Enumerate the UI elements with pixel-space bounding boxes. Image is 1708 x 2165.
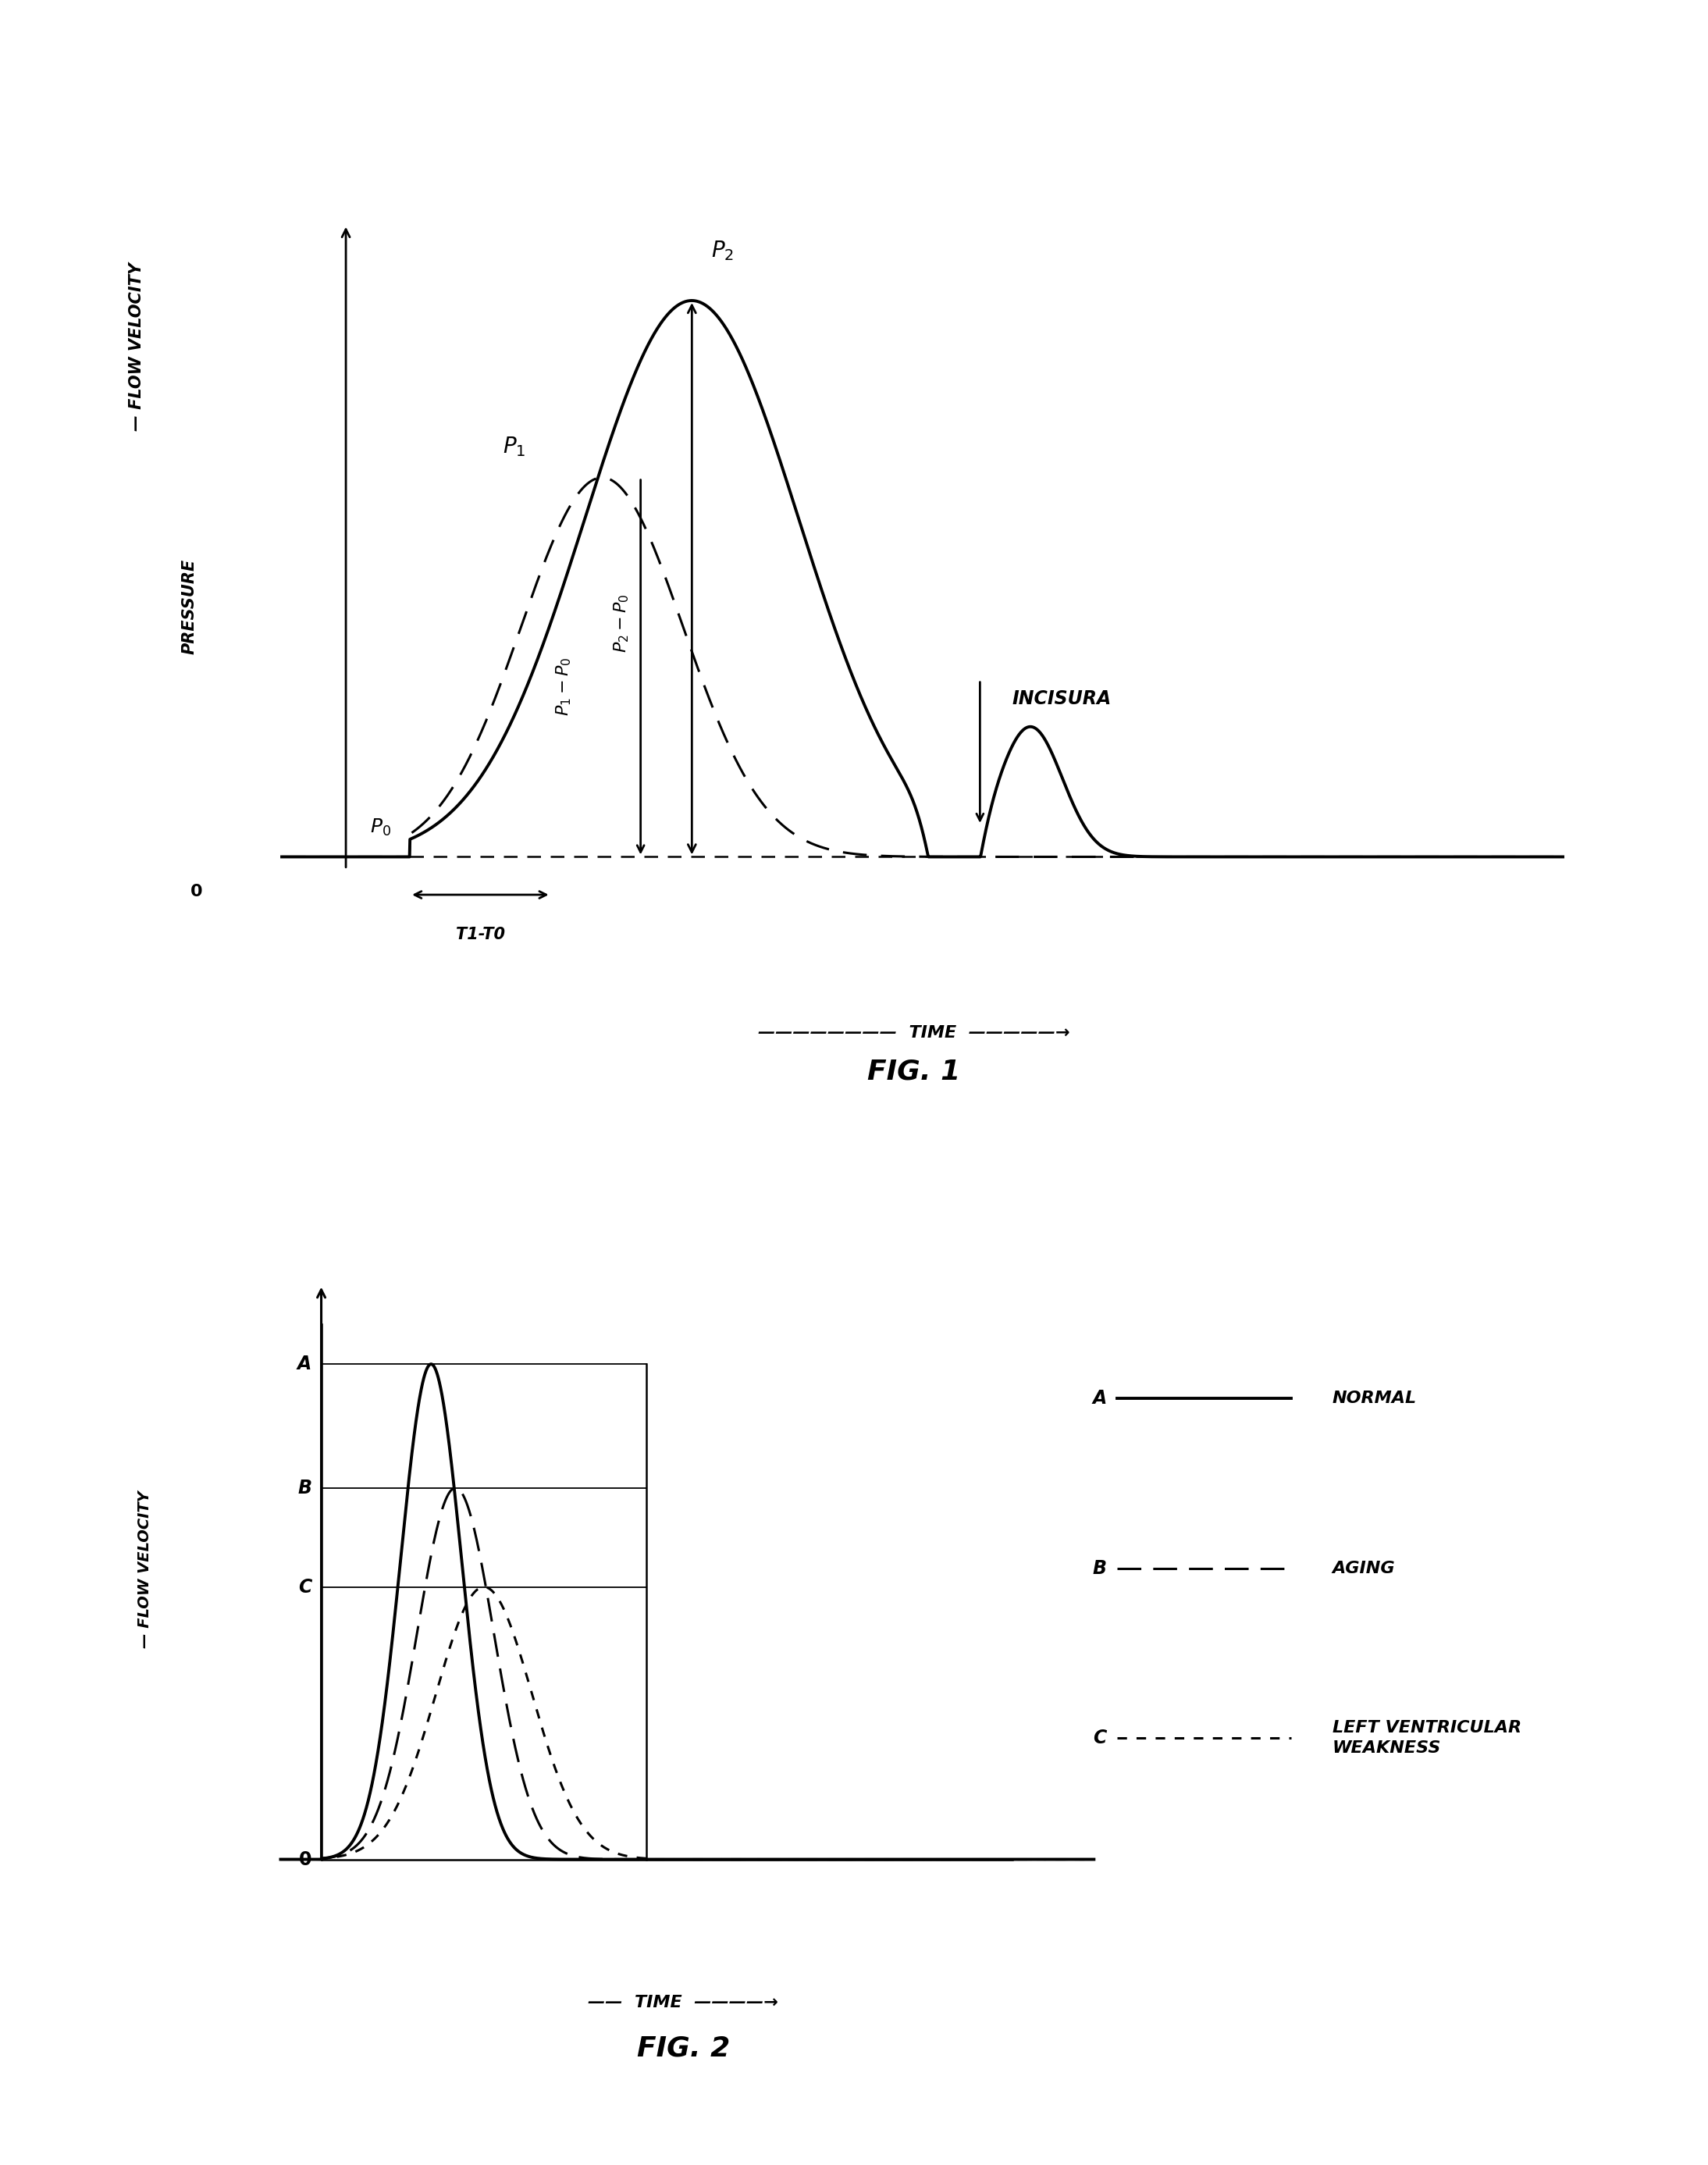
Text: FIG. 1: FIG. 1 bbox=[868, 1059, 960, 1085]
Text: A: A bbox=[297, 1355, 311, 1373]
Text: LEFT VENTRICULAR
WEAKNESS: LEFT VENTRICULAR WEAKNESS bbox=[1332, 1719, 1522, 1756]
Text: 0: 0 bbox=[191, 883, 203, 901]
Text: B: B bbox=[297, 1479, 311, 1498]
Text: ————————  TIME  —————→: ———————— TIME —————→ bbox=[758, 1024, 1069, 1041]
Text: ——  TIME  ————→: —— TIME ————→ bbox=[588, 1994, 779, 2011]
Text: $P_0$: $P_0$ bbox=[369, 818, 391, 838]
Text: AGING: AGING bbox=[1332, 1561, 1395, 1576]
Text: C: C bbox=[1093, 1728, 1107, 1747]
Text: T1-T0: T1-T0 bbox=[456, 927, 506, 942]
Text: $P_1$: $P_1$ bbox=[502, 435, 526, 459]
Text: — FLOW VELOCITY: — FLOW VELOCITY bbox=[128, 262, 143, 431]
Text: PRESSURE: PRESSURE bbox=[181, 559, 198, 654]
Text: INCISURA: INCISURA bbox=[1013, 688, 1112, 708]
Text: NORMAL: NORMAL bbox=[1332, 1390, 1416, 1407]
Text: 0: 0 bbox=[299, 1849, 311, 1868]
Text: B: B bbox=[1093, 1559, 1107, 1578]
Text: FIG. 2: FIG. 2 bbox=[637, 2035, 729, 2061]
Text: C: C bbox=[297, 1578, 311, 1596]
Text: $P_2$: $P_2$ bbox=[711, 240, 734, 262]
Text: A: A bbox=[1093, 1390, 1107, 1407]
Text: $P_1 - P_0$: $P_1 - P_0$ bbox=[555, 656, 572, 717]
Text: — FLOW VELOCITY: — FLOW VELOCITY bbox=[138, 1492, 152, 1648]
Text: $P_2 - P_0$: $P_2 - P_0$ bbox=[611, 593, 630, 652]
